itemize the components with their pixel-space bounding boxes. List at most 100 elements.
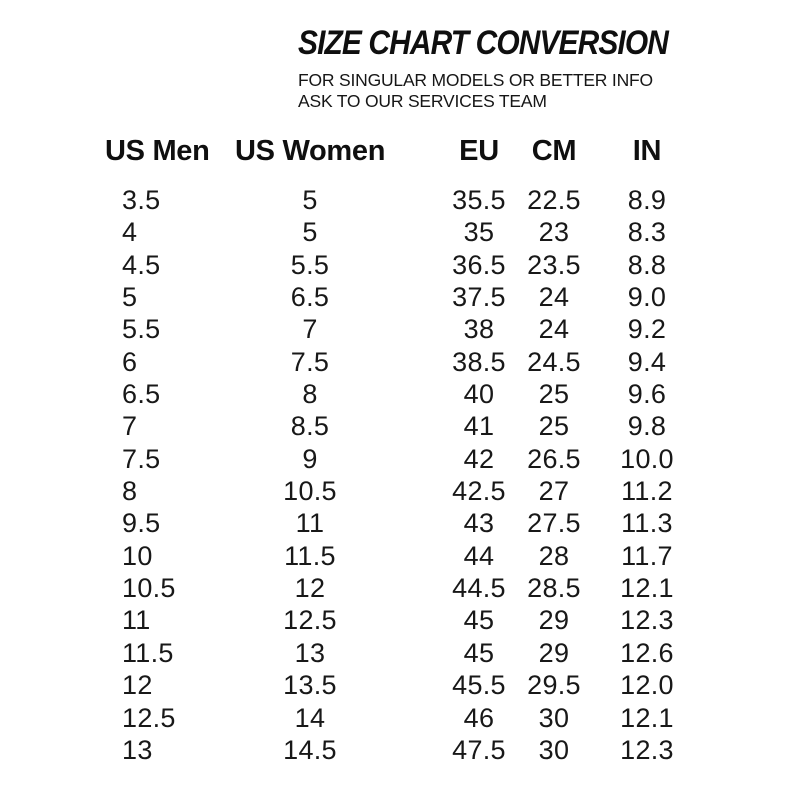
cell-us-men: 11 <box>122 605 151 636</box>
cell-us-women: 13.5 <box>283 670 337 701</box>
cell-cm: 24 <box>538 314 570 345</box>
cell-eu: 42 <box>463 443 495 474</box>
cell-eu: 45 <box>463 605 495 636</box>
cell-us-men: 8 <box>122 476 138 507</box>
cell-in: 12.3 <box>620 605 674 636</box>
cell-in: 11.2 <box>621 476 673 507</box>
cell-us-men: 6 <box>122 346 138 377</box>
cell-us-women: 6.5 <box>290 282 330 313</box>
cell-us-women: 11.5 <box>284 540 336 571</box>
cell-us-men: 13 <box>122 734 153 765</box>
cell-eu: 45 <box>463 637 495 668</box>
cell-us-women: 9 <box>302 443 318 474</box>
cell-in: 10.0 <box>620 443 674 474</box>
cell-us-men: 12 <box>122 670 153 701</box>
cell-us-women: 5 <box>302 185 318 215</box>
cell-us-men: 6.5 <box>122 379 161 410</box>
page-title: SIZE CHART CONVERSION <box>298 24 669 62</box>
cell-in: 12.1 <box>620 702 674 733</box>
column-header-in: IN <box>632 135 662 167</box>
cell-in: 12.0 <box>620 670 674 701</box>
cell-eu: 45.5 <box>452 670 506 701</box>
cell-cm: 29.5 <box>527 670 581 701</box>
cell-eu: 40 <box>463 379 495 410</box>
cell-cm: 23 <box>538 217 570 248</box>
cell-eu: 35.5 <box>452 185 506 215</box>
cell-us-women: 8.5 <box>290 411 330 442</box>
table-row: 5 6.5 37.5 24 9.0 <box>0 281 800 313</box>
table-row: 13 14.5 47.5 30 12.3 <box>0 734 800 766</box>
cell-in: 9.8 <box>627 411 667 442</box>
cell-eu: 44.5 <box>452 573 506 604</box>
cell-cm: 30 <box>538 702 570 733</box>
cell-eu: 36.5 <box>452 249 506 280</box>
cell-us-women: 7.5 <box>290 346 330 377</box>
cell-us-women: 7 <box>302 314 318 345</box>
cell-in: 12.1 <box>620 573 674 604</box>
cell-in: 11.7 <box>621 540 673 571</box>
cell-us-men: 3.5 <box>122 185 161 215</box>
cell-us-men: 4 <box>122 217 138 248</box>
table-header-row: US Men US Women EU CM IN <box>0 133 800 169</box>
cell-cm: 22.5 <box>527 185 581 215</box>
table-row: 6.5 8 40 25 9.6 <box>0 378 800 410</box>
table-row: 10 11.5 44 28 11.7 <box>0 540 800 572</box>
subtitle-line-2: ASK TO OUR SERVICES TEAM <box>298 91 547 111</box>
table-row: 4.5 5.5 36.5 23.5 8.8 <box>0 249 800 281</box>
cell-in: 9.6 <box>627 379 667 410</box>
cell-us-women: 8 <box>302 379 318 410</box>
cell-eu: 43 <box>463 508 495 539</box>
column-header-us-women: US Women <box>235 135 386 167</box>
table-row: 12.5 14 46 30 12.1 <box>0 702 800 734</box>
table-row: 10.5 12 44.5 28.5 12.1 <box>0 572 800 604</box>
cell-us-men: 7.5 <box>122 443 161 474</box>
cell-in: 9.0 <box>627 282 667 313</box>
table-row: 4 5 35 23 8.3 <box>0 216 800 248</box>
cell-in: 8.8 <box>627 249 667 280</box>
cell-cm: 28.5 <box>527 573 581 604</box>
cell-us-men: 4.5 <box>122 249 161 280</box>
cell-cm: 29 <box>538 637 570 668</box>
table-row: 11.5 13 45 29 12.6 <box>0 637 800 669</box>
size-conversion-table: US Men US Women EU CM IN 3.5 5 35.5 22.5… <box>0 133 800 766</box>
cell-in: 12.6 <box>620 637 674 668</box>
table-row: 9.5 11 43 27.5 11.3 <box>0 507 800 539</box>
subtitle-line-1: FOR SINGULAR MODELS OR BETTER INFO <box>298 70 653 90</box>
cell-eu: 44 <box>463 540 495 571</box>
cell-cm: 25 <box>538 411 570 442</box>
table-row: 3.5 5 35.5 22.5 8.9 <box>0 184 800 216</box>
column-header-us-men: US Men <box>105 135 210 167</box>
cell-us-men: 11.5 <box>122 637 174 668</box>
cell-in: 9.4 <box>627 346 667 377</box>
cell-us-women: 12.5 <box>283 605 337 636</box>
column-header-cm: CM <box>531 135 577 167</box>
table-row: 8 10.5 42.5 27 11.2 <box>0 475 800 507</box>
cell-us-men: 5.5 <box>122 314 161 345</box>
cell-cm: 27.5 <box>527 508 581 539</box>
cell-us-men: 12.5 <box>122 702 176 733</box>
cell-eu: 47.5 <box>452 734 506 765</box>
cell-eu: 37.5 <box>452 282 506 313</box>
cell-eu: 41 <box>463 411 495 442</box>
cell-cm: 28 <box>538 540 570 571</box>
cell-cm: 30 <box>538 734 570 765</box>
cell-us-women: 5 <box>302 217 318 248</box>
cell-eu: 42.5 <box>452 476 506 507</box>
table-row: 7 8.5 41 25 9.8 <box>0 410 800 442</box>
table-row: 5.5 7 38 24 9.2 <box>0 313 800 345</box>
cell-eu: 38 <box>463 314 495 345</box>
table-row: 11 12.5 45 29 12.3 <box>0 604 800 636</box>
cell-cm: 23.5 <box>527 249 581 280</box>
table-body: 3.5 5 35.5 22.5 8.9 4 5 35 23 8.3 4.5 5.… <box>0 184 800 766</box>
cell-cm: 25 <box>538 379 570 410</box>
cell-in: 8.3 <box>627 217 667 248</box>
cell-us-women: 10.5 <box>283 476 337 507</box>
cell-us-women: 11 <box>295 508 325 539</box>
cell-eu: 46 <box>463 702 495 733</box>
cell-us-men: 10.5 <box>122 573 176 604</box>
cell-us-women: 14 <box>294 702 326 733</box>
cell-us-women: 14.5 <box>283 734 337 765</box>
table-row: 6 7.5 38.5 24.5 9.4 <box>0 346 800 378</box>
cell-us-men: 7 <box>122 411 138 442</box>
